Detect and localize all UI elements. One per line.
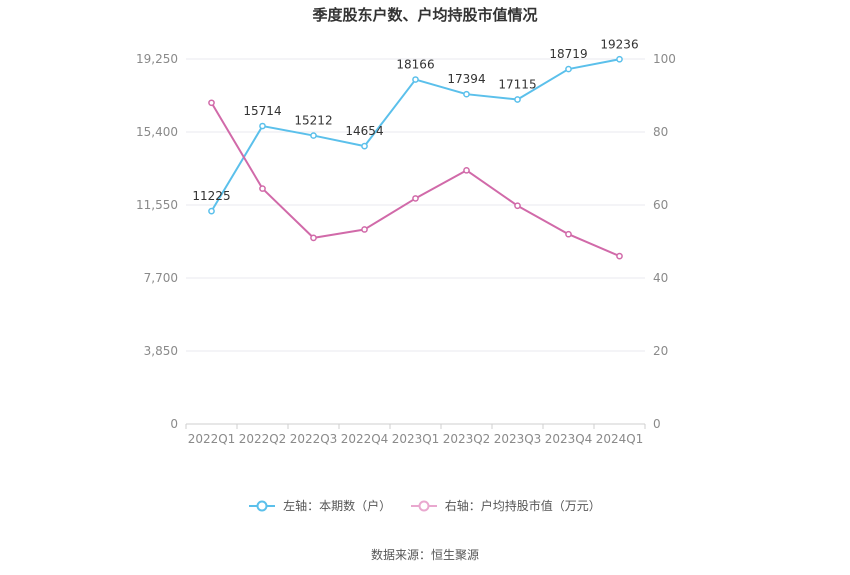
data-point[interactable] — [208, 207, 215, 215]
data-point[interactable] — [565, 65, 572, 73]
data-point[interactable] — [463, 90, 470, 98]
x-tick-label: 2022Q3 — [290, 432, 338, 446]
chart-title: 季度股东户数、户均持股市值情况 — [312, 6, 538, 24]
x-tick-label: 2023Q3 — [494, 432, 542, 446]
legend-label-avg-value: 右轴：户均持股市值（万元） — [444, 499, 601, 513]
left-tick-label: 15,400 — [136, 125, 178, 139]
legend-marker-avg-value — [410, 500, 437, 511]
right-tick-label: 20 — [653, 344, 668, 358]
legend-marker-households — [249, 500, 276, 511]
x-tick-label: 2024Q1 — [596, 432, 644, 446]
x-axis: 2022Q1 2022Q2 2022Q3 2022Q4 2023Q1 2023Q2 2023… — [185, 424, 646, 446]
data-point[interactable] — [310, 234, 317, 242]
data-point[interactable] — [514, 96, 521, 103]
data-label: 14654 — [345, 124, 383, 138]
data-point[interactable] — [361, 226, 368, 233]
data-point[interactable] — [412, 195, 419, 202]
x-tick-label: 2022Q1 — [188, 432, 236, 446]
data-point[interactable] — [412, 76, 419, 83]
left-tick-label: 3,850 — [144, 344, 178, 358]
left-tick-label: 0 — [170, 417, 178, 431]
legend-item-avg-value[interactable]: 右轴：户均持股市值（万元） — [410, 497, 601, 514]
data-point[interactable] — [616, 55, 623, 63]
legend-label-households: 左轴：本期数（户） — [283, 499, 392, 513]
left-axis: 0 3,850 7,700 11,550 15,400 19,250 — [136, 52, 178, 431]
grid-lines — [186, 58, 645, 425]
data-point[interactable] — [514, 202, 521, 210]
legend-item-households[interactable]: 左轴：本期数（户） — [249, 497, 391, 514]
data-point[interactable] — [259, 185, 266, 192]
x-tick-label: 2023Q4 — [545, 432, 593, 446]
x-tick-label: 2023Q2 — [443, 432, 491, 446]
data-point[interactable] — [463, 166, 470, 174]
data-point[interactable] — [361, 142, 368, 150]
series-layer — [208, 55, 623, 260]
data-point[interactable] — [616, 252, 623, 260]
left-tick-label: 19,250 — [136, 52, 178, 66]
data-point[interactable] — [310, 132, 317, 139]
data-label: 17394 — [447, 72, 485, 86]
data-label: 19236 — [600, 37, 638, 51]
left-tick-label: 11,550 — [136, 198, 178, 212]
data-point[interactable] — [208, 99, 215, 107]
x-tick-label: 2023Q1 — [392, 432, 440, 446]
x-tick-label: 2022Q4 — [341, 432, 389, 446]
series-line-1 — [210, 102, 620, 258]
x-tick-label: 2022Q2 — [239, 432, 287, 446]
left-tick-label: 7,700 — [144, 271, 178, 285]
data-point[interactable] — [565, 230, 572, 238]
data-source: 数据来源：恒生聚源 — [370, 548, 479, 562]
right-axis: 0 20 40 60 80 100 — [653, 52, 676, 431]
legend: 左轴：本期数（户） 右轴：户均持股市值（万元） — [0, 497, 850, 514]
data-label: 17115 — [498, 77, 536, 91]
data-label: 15714 — [243, 104, 281, 118]
right-tick-label: 100 — [653, 52, 676, 66]
right-tick-label: 80 — [653, 125, 668, 139]
data-label: 15212 — [294, 114, 332, 128]
data-label: 18719 — [549, 47, 587, 61]
right-tick-label: 60 — [653, 198, 668, 212]
right-tick-label: 40 — [653, 271, 668, 285]
data-labels: 11225 15714 15212 14654 18166 17394 17115 18719… — [192, 37, 638, 203]
data-label: 18166 — [396, 58, 434, 72]
right-tick-label: 0 — [653, 417, 661, 431]
data-label: 11225 — [192, 189, 230, 203]
data-point[interactable] — [259, 122, 266, 130]
